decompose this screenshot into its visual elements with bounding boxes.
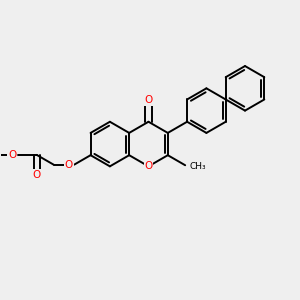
Text: O: O <box>144 161 153 171</box>
Text: O: O <box>32 170 41 180</box>
Text: CH₃: CH₃ <box>190 162 206 171</box>
Text: O: O <box>8 150 16 160</box>
Text: O: O <box>144 95 153 105</box>
Text: O: O <box>64 160 73 170</box>
